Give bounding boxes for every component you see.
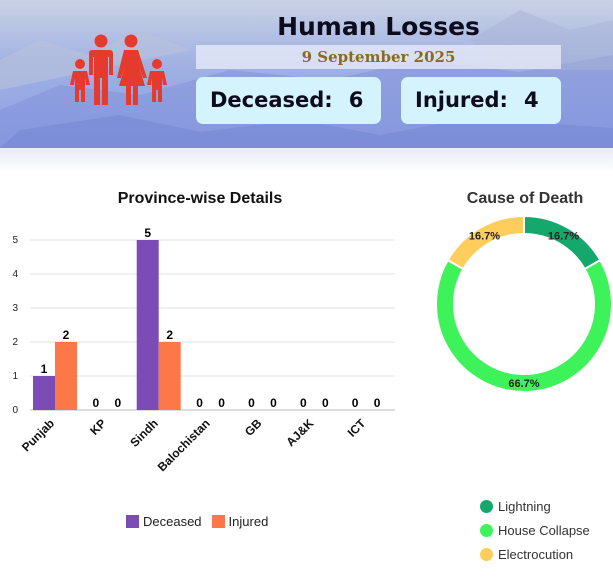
slice-value-label: 16.7% [469,231,500,243]
y-tick-label: 3 [12,303,18,314]
data-label: 5 [144,226,151,240]
x-tick-label: Punjab [19,416,57,454]
x-tick-label: GB [242,416,265,439]
donut-chart-title: Cause of Death [466,190,584,207]
injured-stat-box: Injured: 4 [401,77,561,124]
bar-deceased-punjab[interactable] [33,376,55,410]
y-tick-label: 5 [12,235,18,246]
report-date: 9 September 2025 [196,45,561,69]
legend-dot-house-collapse [480,523,493,537]
legend-swatch-injured [211,514,225,528]
slice-value-label: 66.7% [508,378,539,390]
bar-injured-sindh[interactable] [158,342,181,410]
legend-label-house-collapse: House Collapse [498,522,590,538]
x-tick-label: Sindh [127,416,160,449]
legend-item-lightning[interactable]: Lightning [480,494,590,518]
y-tick-label: 0 [12,405,18,416]
header-fade [0,148,613,172]
bar-chart-legend: Deceased Injured [126,513,268,529]
donut-slice-electrocution[interactable] [446,214,525,271]
y-tick-label: 1 [12,371,18,382]
x-tick-label: KP [87,416,109,438]
legend-label-deceased[interactable]: Deceased [143,513,202,529]
legend-dot-lightning [480,499,493,513]
legend-dot-electrocution [480,547,493,561]
data-label: 0 [374,396,381,410]
y-tick-label: 4 [12,269,18,280]
donut-legend: Lightning House Collapse Electrocution [480,494,590,566]
data-label: 1 [41,362,48,376]
deceased-count: 6 [348,88,364,112]
data-label: 0 [300,396,307,410]
data-label: 2 [63,328,70,342]
page-title: Human Losses [277,12,480,41]
bar-injured-punjab[interactable] [55,342,77,410]
bar-deceased-sindh[interactable] [136,240,159,410]
data-label: 0 [196,396,203,410]
data-label: 0 [248,396,255,410]
data-label: 0 [115,396,122,410]
legend-item-house-collapse[interactable]: House Collapse [480,518,590,542]
legend-label-injured[interactable]: Injured [228,513,269,529]
bar-chart-title: Province-wise Details [117,190,283,207]
x-tick-label: AJ&K [283,416,316,449]
x-tick-label: ICT [345,416,369,440]
legend-label-electrocution: Electrocution [498,546,574,562]
data-label: 0 [93,396,100,410]
y-tick-label: 2 [12,337,18,348]
legend-swatch-deceased [126,514,139,528]
family-icon [70,34,167,105]
legend-label-lightning: Lightning [498,498,551,514]
cause-of-death-donut: 16.7% 66.7% 16.7% [435,214,613,393]
donut-slice-house-collapse[interactable] [435,258,613,393]
data-label: 0 [352,396,359,410]
data-label: 0 [270,396,277,410]
data-label: 0 [322,396,329,410]
header-banner: Human Losses 9 September 2025 Deceased: 6… [0,0,613,148]
data-label: 2 [166,328,173,342]
deceased-label: Deceased: [210,88,333,112]
slice-value-label: 16.7% [548,231,579,243]
injured-label: Injured: [415,88,508,112]
deceased-stat-box: Deceased: 6 [196,77,381,124]
legend-item-electrocution[interactable]: Electrocution [480,542,590,566]
injured-count: 4 [523,88,539,112]
data-label: 0 [218,396,225,410]
x-tick-label: Balochistan [155,416,213,474]
